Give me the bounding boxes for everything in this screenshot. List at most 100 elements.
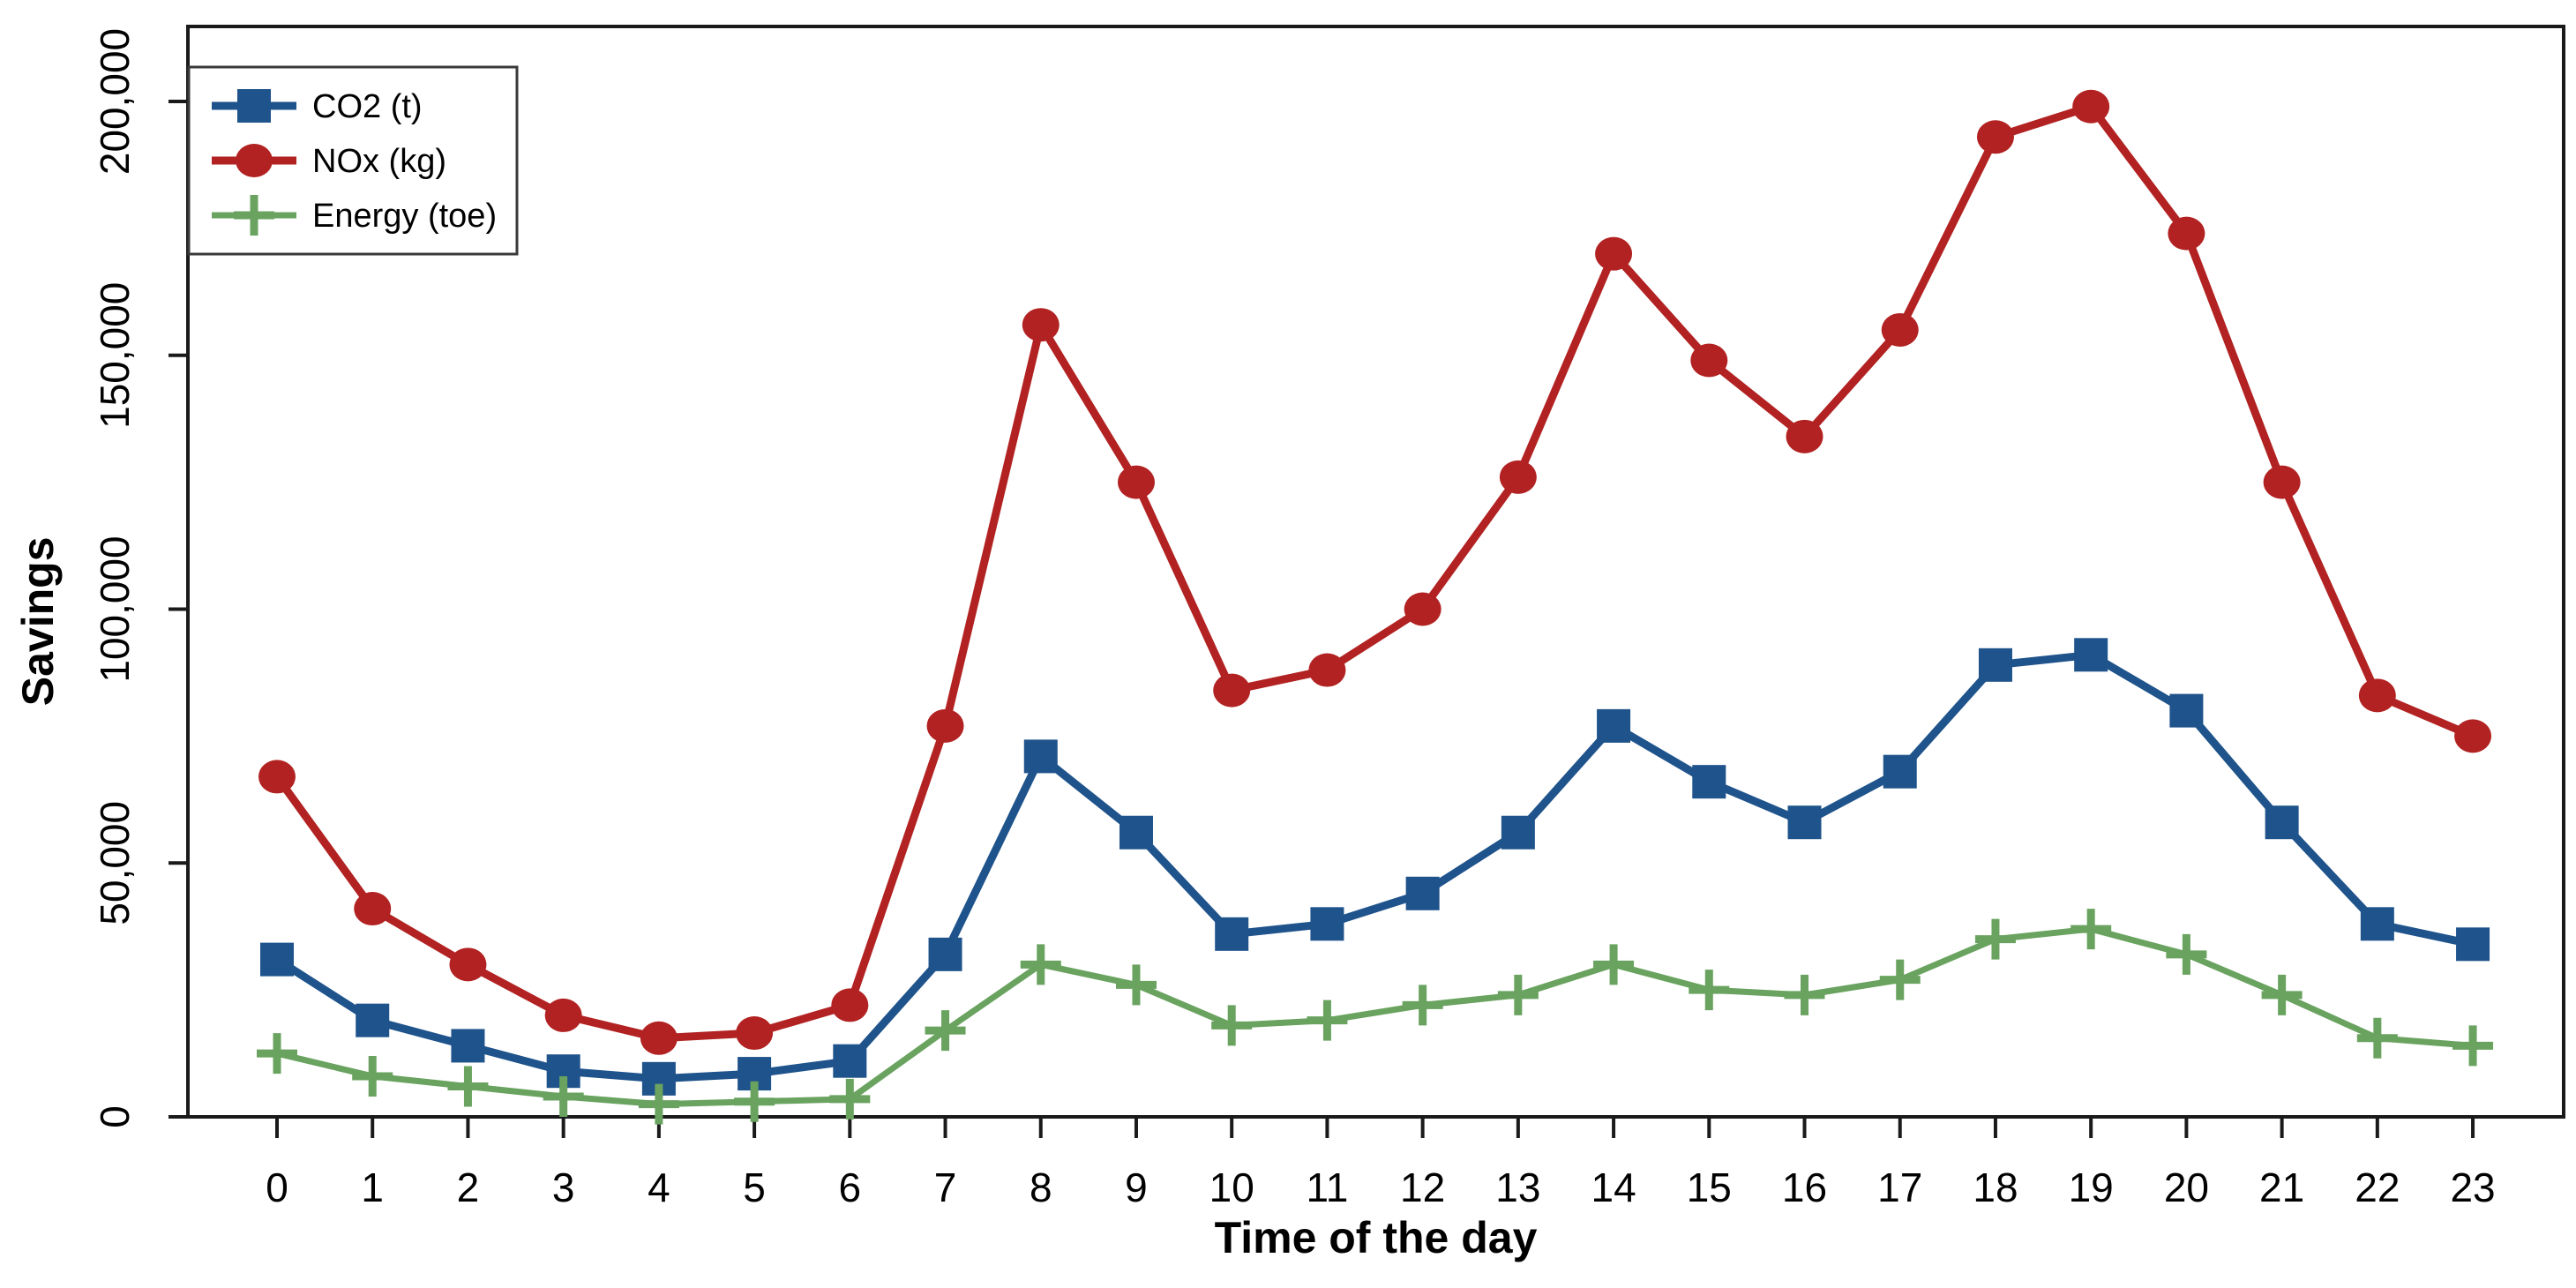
plus-marker [2261, 974, 2303, 1015]
plus-marker [543, 1075, 584, 1117]
series-nox-kg- [258, 89, 2492, 1055]
square-marker [260, 942, 294, 977]
circle-marker [449, 947, 487, 982]
circle-marker [1690, 343, 1728, 378]
square-marker [1883, 754, 1917, 789]
x-tick-label: 18 [1973, 1164, 2018, 1210]
square-marker [2456, 927, 2490, 962]
square-marker [928, 937, 962, 971]
circle-marker [1976, 120, 2014, 154]
plus-marker [1020, 944, 1061, 985]
x-tick-label: 7 [934, 1164, 957, 1210]
x-tick-label: 9 [1125, 1164, 1148, 1210]
circle-marker [1022, 308, 1060, 342]
circle-marker [1499, 460, 1537, 494]
plus-marker [1784, 974, 1825, 1015]
legend-entry: Energy (toe) [212, 195, 497, 236]
circle-marker [1786, 419, 1823, 453]
x-tick-label: 13 [1495, 1164, 1540, 1210]
x-tick-label: 20 [2164, 1164, 2209, 1210]
circle-marker [258, 760, 296, 794]
plus-marker [2071, 909, 2112, 950]
circle-marker [544, 998, 582, 1032]
plus-marker [447, 1066, 489, 1107]
y-tick-label: 150,000 [92, 282, 138, 429]
circle-marker [1213, 673, 1251, 708]
circle-marker [640, 1021, 678, 1055]
square-marker [356, 1003, 390, 1037]
x-tick-label: 0 [266, 1164, 288, 1210]
x-tick-label: 17 [1877, 1164, 1922, 1210]
legend-entry: NOx (kg) [212, 143, 446, 180]
square-marker [1597, 708, 1631, 743]
plot-box [186, 25, 2565, 1119]
square-marker [2360, 907, 2394, 941]
circle-marker [2263, 465, 2301, 499]
circle-marker [2358, 678, 2396, 713]
circle-marker [354, 892, 392, 926]
y-tick-label: 100,000 [92, 535, 138, 682]
series-line [273, 102, 2475, 1043]
square-marker [1215, 917, 1249, 951]
plus-marker [925, 1010, 966, 1052]
square-marker [1119, 815, 1153, 850]
square-marker [1310, 907, 1344, 941]
plus-marker [829, 1078, 871, 1120]
x-tick-label: 1 [361, 1164, 384, 1210]
x-tick-label: 4 [648, 1164, 670, 1210]
circle-marker [736, 1016, 774, 1051]
circle-marker [1595, 236, 1633, 271]
y-axis-title: Savings [13, 537, 63, 707]
square-marker [833, 1044, 867, 1078]
circle-marker [236, 144, 273, 177]
plus-marker [257, 1033, 297, 1075]
legend-entry: CO2 (t) [212, 88, 423, 125]
square-marker [1692, 765, 1726, 799]
square-marker [2074, 638, 2108, 672]
plus-marker [1211, 1005, 1253, 1046]
plus-marker [1689, 970, 1730, 1011]
x-tick-label: 16 [1782, 1164, 1827, 1210]
circle-marker [1404, 592, 1442, 626]
legend: CO2 (t) NOx (kg) Energy (toe) [187, 65, 519, 256]
plus-marker [1497, 974, 1539, 1015]
square-marker [1978, 648, 2012, 682]
x-tick-label: 2 [457, 1164, 480, 1210]
legend-label: Energy (toe) [312, 198, 497, 235]
plus-marker [2356, 1017, 2398, 1059]
square-marker [2265, 805, 2299, 840]
plus-marker [1307, 1000, 1348, 1041]
square-marker [237, 89, 271, 123]
square-marker [451, 1029, 485, 1063]
plus-marker [734, 1081, 775, 1122]
plus-marker [1593, 944, 1635, 985]
x-tick-label: 22 [2355, 1164, 2400, 1210]
series-co2-t- [260, 638, 2490, 1096]
circle-marker [1881, 312, 1919, 347]
x-tick-label: 12 [1400, 1164, 1445, 1210]
square-marker [1405, 876, 1440, 910]
plus-marker [638, 1083, 679, 1125]
x-tick-label: 6 [839, 1164, 862, 1210]
square-marker [2169, 693, 2204, 728]
x-tick-label: 5 [743, 1164, 766, 1210]
circle-marker [926, 708, 964, 743]
plus-marker [234, 195, 274, 236]
series-energy-toe- [257, 909, 2494, 1125]
plus-marker [1402, 985, 1443, 1026]
x-tick-label: 14 [1591, 1164, 1636, 1210]
x-tick-label: 21 [2259, 1164, 2304, 1210]
plus-marker [1115, 964, 1157, 1006]
plus-marker [352, 1055, 393, 1097]
circle-marker [2072, 89, 2110, 124]
x-tick-label: 8 [1030, 1164, 1052, 1210]
plus-marker [2166, 933, 2207, 975]
y-tick-label: 50,000 [92, 801, 138, 925]
square-marker [1787, 805, 1822, 840]
legend-label: CO2 (t) [312, 88, 423, 125]
plus-marker [1879, 959, 1921, 1000]
x-tick-label: 15 [1687, 1164, 1732, 1210]
square-marker [1023, 739, 1058, 774]
y-tick-label: 0 [92, 1105, 138, 1128]
